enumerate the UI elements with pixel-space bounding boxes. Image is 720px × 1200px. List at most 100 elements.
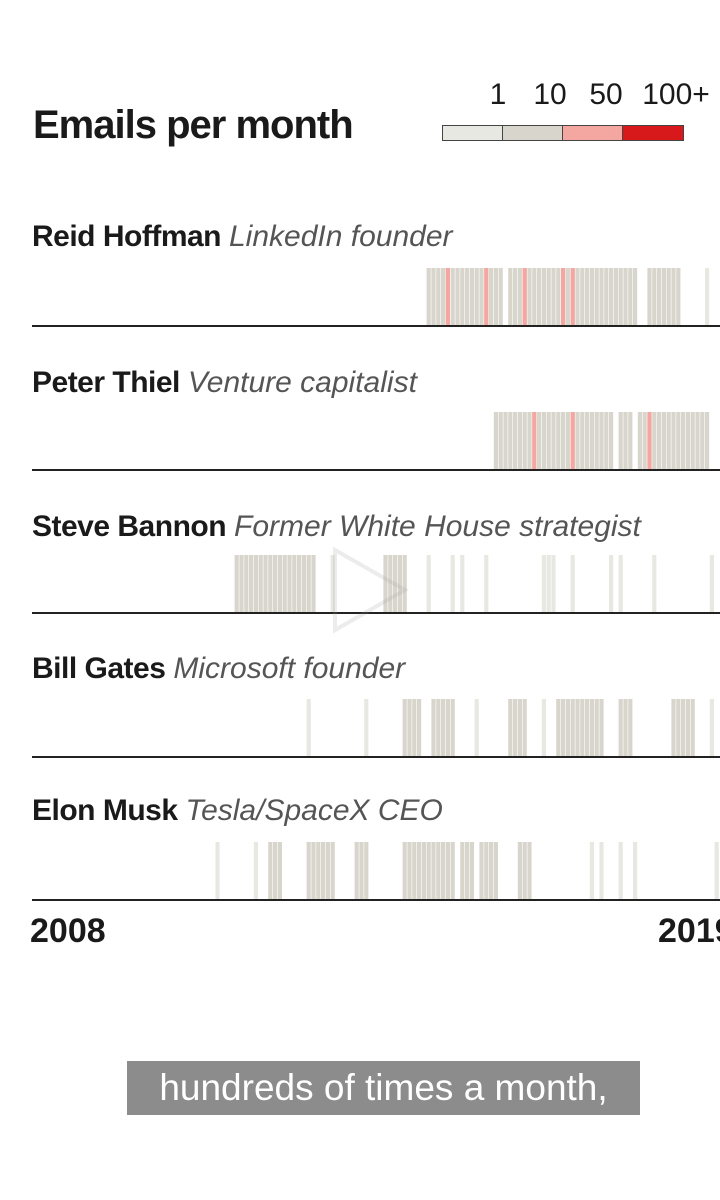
month-cell — [575, 699, 580, 756]
month-cell — [633, 268, 638, 325]
month-cell — [575, 268, 580, 325]
month-cell — [575, 412, 580, 469]
month-cell — [594, 412, 599, 469]
month-cell — [508, 412, 513, 469]
month-cell — [561, 412, 566, 469]
month-cell — [633, 842, 638, 899]
month-cell — [556, 699, 561, 756]
month-cell — [445, 842, 450, 899]
month-cell — [215, 842, 220, 899]
month-cell — [244, 555, 249, 612]
month-cell — [652, 412, 657, 469]
month-cell — [580, 412, 585, 469]
month-cell — [628, 268, 633, 325]
month-cell — [441, 268, 446, 325]
month-cell — [330, 842, 335, 899]
play-icon[interactable] — [330, 545, 410, 635]
month-cell — [652, 268, 657, 325]
month-cell — [618, 842, 623, 899]
month-cell — [493, 412, 498, 469]
month-cell — [628, 699, 633, 756]
month-cell — [445, 699, 450, 756]
row-description: Former White House strategist — [234, 510, 641, 543]
row-name: Reid Hoffman — [32, 220, 222, 253]
month-cell — [565, 268, 570, 325]
month-cell — [565, 412, 570, 469]
month-cell — [431, 699, 436, 756]
month-cell — [541, 699, 546, 756]
month-cell — [268, 842, 273, 899]
row-description: Tesla/SpaceX CEO — [185, 794, 443, 827]
month-cell — [709, 555, 714, 612]
baseline — [32, 325, 720, 327]
month-cell — [431, 268, 436, 325]
month-cell — [431, 842, 436, 899]
row-name: Elon Musk — [32, 794, 178, 827]
month-cell — [589, 268, 594, 325]
month-cell — [556, 268, 561, 325]
month-cell — [561, 699, 566, 756]
month-cell — [551, 268, 556, 325]
month-cell — [700, 412, 705, 469]
month-cell — [311, 555, 316, 612]
month-cell — [359, 842, 364, 899]
chart-title: Emails per month — [33, 103, 354, 147]
month-cell — [599, 412, 604, 469]
month-cell — [556, 412, 561, 469]
month-cell — [484, 555, 489, 612]
month-cell — [589, 699, 594, 756]
month-cell — [657, 412, 662, 469]
month-cell — [426, 268, 431, 325]
month-cell — [676, 699, 681, 756]
month-cell — [623, 699, 628, 756]
month-cell — [441, 842, 446, 899]
month-cell — [469, 268, 474, 325]
month-cell — [321, 842, 326, 899]
month-cell — [301, 555, 306, 612]
month-cell — [517, 412, 522, 469]
month-cell — [618, 268, 623, 325]
month-cell — [609, 412, 614, 469]
month-cell — [450, 842, 455, 899]
month-cell — [671, 699, 676, 756]
month-cell — [541, 268, 546, 325]
month-cell — [388, 555, 393, 612]
month-cell — [594, 699, 599, 756]
month-cell — [253, 555, 258, 612]
row-title-hoffman: Reid Hoffman LinkedIn founder — [32, 220, 453, 254]
month-cell — [306, 699, 311, 756]
month-cell — [705, 412, 710, 469]
video-caption: hundreds of times a month, — [127, 1061, 640, 1115]
row-title-bannon: Steve Bannon Former White House strategis… — [32, 510, 641, 544]
month-cell — [450, 699, 455, 756]
month-cell — [613, 268, 618, 325]
month-cell — [532, 268, 537, 325]
month-cell — [282, 555, 287, 612]
month-cell — [628, 412, 633, 469]
month-cell — [537, 268, 542, 325]
row-description: LinkedIn founder — [229, 220, 453, 253]
month-cell — [316, 842, 321, 899]
legend: 1 10 50 100+ — [440, 78, 720, 148]
month-cell — [594, 268, 599, 325]
month-cell — [273, 555, 278, 612]
month-cell — [354, 842, 359, 899]
row-title-musk: Elon Musk Tesla/SpaceX CEO — [32, 794, 443, 828]
row-title-thiel: Peter Thiel Venture capitalist — [32, 366, 417, 400]
month-cell — [460, 268, 465, 325]
month-cell — [402, 555, 407, 612]
month-cell — [681, 412, 686, 469]
month-cell — [522, 412, 527, 469]
month-cell — [541, 555, 546, 612]
month-cell — [383, 555, 388, 612]
month-cell — [469, 842, 474, 899]
month-cell — [460, 842, 465, 899]
month-cell — [618, 412, 623, 469]
month-cell — [489, 268, 494, 325]
month-cell — [609, 268, 614, 325]
month-cell — [465, 268, 470, 325]
baseline — [32, 756, 720, 758]
month-cell — [513, 268, 518, 325]
month-cell — [695, 412, 700, 469]
